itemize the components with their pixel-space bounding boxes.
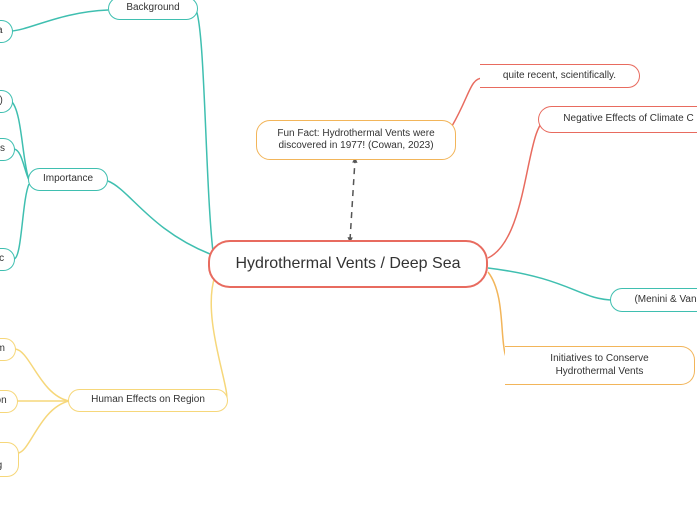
edge-8 [11, 10, 108, 31]
node-label: ea mining [0, 447, 8, 472]
edge-5 [195, 8, 213, 252]
edge-10 [14, 149, 29, 180]
edge-6 [108, 181, 210, 254]
node-label: Tourism [0, 343, 5, 356]
node-fun_fact[interactable]: Fun Fact: Hydrothermal Vents were discov… [256, 120, 456, 160]
node-label: WHOI) [0, 95, 3, 108]
node-importance[interactable]: Importance [28, 168, 108, 191]
edge-1 [452, 78, 483, 126]
edge-14 [18, 401, 69, 453]
node-label: Initiatives to Conserve Hydrothermal Ven… [519, 353, 680, 378]
node-label: Hydrothermal Vents / Deep Sea [235, 254, 460, 274]
node-tourism[interactable]: Tourism [0, 338, 16, 361]
node-label: (Menini & Van D [634, 294, 697, 307]
edge-2 [488, 119, 548, 258]
node-exploration[interactable]: ploration [0, 390, 18, 413]
edge-9 [11, 101, 29, 180]
node-label: Human Effects on Region [91, 394, 205, 407]
node-background[interactable]: Background [108, 0, 198, 20]
node-whoi[interactable]: WHOI) [0, 90, 13, 113]
node-initiatives[interactable]: Initiatives to Conserve Hydrothermal Ven… [505, 346, 695, 385]
node-label: Negative Effects of Climate C [563, 113, 693, 126]
node-label: Fun Fact: Hydrothermal Vents were discov… [271, 128, 441, 153]
node-label: quite recent, scientifically. [503, 70, 616, 83]
node-mining[interactable]: ea mining [0, 442, 19, 477]
edge-3 [488, 268, 614, 300]
node-human[interactable]: Human Effects on Region [68, 389, 228, 412]
node-label: acteria [0, 25, 3, 38]
node-label: Importance [43, 173, 93, 186]
node-recent[interactable]: quite recent, scientifically. [480, 64, 640, 88]
node-negative[interactable]: Negative Effects of Climate C [538, 106, 697, 133]
edge-11 [14, 184, 29, 259]
edge-0 [350, 160, 355, 240]
edge-12 [15, 349, 69, 401]
node-label: cientific [0, 253, 4, 266]
node-central[interactable]: Hydrothermal Vents / Deep Sea [208, 240, 488, 288]
node-label: Background [126, 2, 179, 15]
node-elements[interactable]: lements [0, 138, 15, 161]
node-label: lements [0, 143, 5, 156]
node-label: ploration [0, 395, 7, 408]
node-scientific[interactable]: cientific [0, 248, 15, 271]
node-bacteria[interactable]: acteria [0, 20, 13, 43]
node-menini[interactable]: (Menini & Van D [610, 288, 697, 312]
edge-7 [211, 276, 227, 401]
